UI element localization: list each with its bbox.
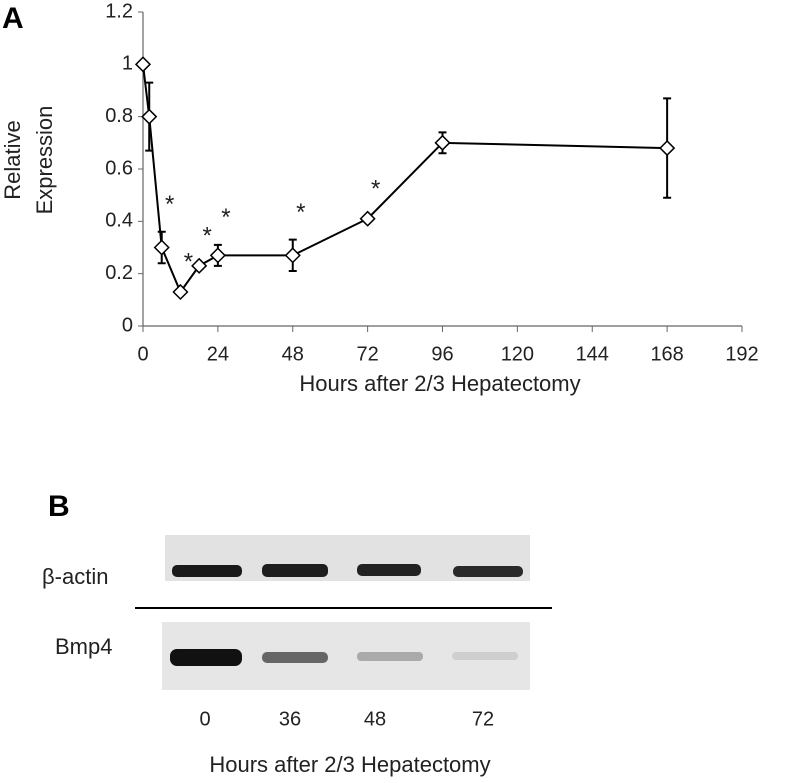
data-point bbox=[172, 283, 189, 301]
band bbox=[262, 652, 328, 663]
data-point bbox=[284, 247, 301, 264]
band bbox=[357, 564, 421, 576]
y-tick-label: 0.6 bbox=[105, 157, 133, 179]
significance-marker: * bbox=[221, 204, 230, 231]
band bbox=[262, 564, 328, 577]
row-label: Bmp4 bbox=[55, 634, 112, 659]
lane-label: 0 bbox=[199, 708, 210, 730]
x-tick-label: 168 bbox=[650, 343, 683, 365]
y-tick-label: 0 bbox=[122, 314, 133, 336]
data-point bbox=[153, 239, 170, 256]
y-axis-label: Expression bbox=[32, 106, 57, 215]
y-tick-label: 1.2 bbox=[105, 0, 133, 22]
row-label: β-actin bbox=[42, 564, 108, 589]
band bbox=[172, 565, 242, 577]
significance-marker: * bbox=[184, 249, 193, 276]
blot-image bbox=[135, 535, 552, 690]
lane-label: 72 bbox=[472, 708, 494, 730]
data-line bbox=[142, 64, 668, 295]
lane-label: 36 bbox=[279, 708, 301, 730]
y-tick-label: 1 bbox=[122, 53, 133, 75]
data-point bbox=[141, 108, 158, 125]
significance-marker: * bbox=[296, 199, 305, 226]
x-axis-label: Hours after 2/3 Hepatectomy bbox=[299, 371, 580, 396]
panel-label: B bbox=[48, 490, 70, 523]
x-tick-label: 120 bbox=[501, 343, 534, 365]
x-tick-label: 192 bbox=[725, 343, 758, 365]
data-point bbox=[209, 247, 226, 264]
data-point bbox=[434, 134, 451, 151]
x-tick-label: 0 bbox=[137, 343, 148, 365]
data-point bbox=[359, 210, 376, 227]
blot-x-label: Hours after 2/3 Hepatectomy bbox=[209, 752, 490, 777]
y-tick-label: 0.8 bbox=[105, 105, 133, 127]
band bbox=[452, 652, 518, 660]
significance-marker: * bbox=[371, 175, 380, 202]
panel-label: A bbox=[2, 2, 24, 35]
data-point bbox=[659, 140, 676, 157]
band bbox=[453, 566, 523, 577]
y-tick-label: 0.2 bbox=[105, 262, 133, 284]
data-point bbox=[191, 257, 208, 274]
x-tick-label: 48 bbox=[282, 343, 304, 365]
band bbox=[170, 649, 242, 666]
x-tick-label: 72 bbox=[357, 343, 379, 365]
band bbox=[357, 652, 423, 661]
significance-marker: * bbox=[202, 223, 211, 250]
significance-marker: * bbox=[165, 191, 174, 218]
y-axis-label: Relative bbox=[0, 120, 25, 199]
data-point bbox=[134, 56, 152, 73]
x-tick-label: 24 bbox=[207, 343, 229, 365]
x-tick-label: 144 bbox=[576, 343, 609, 365]
x-tick-label: 96 bbox=[431, 343, 453, 365]
lane-label: 48 bbox=[364, 708, 386, 730]
y-tick-label: 0.4 bbox=[105, 210, 133, 232]
